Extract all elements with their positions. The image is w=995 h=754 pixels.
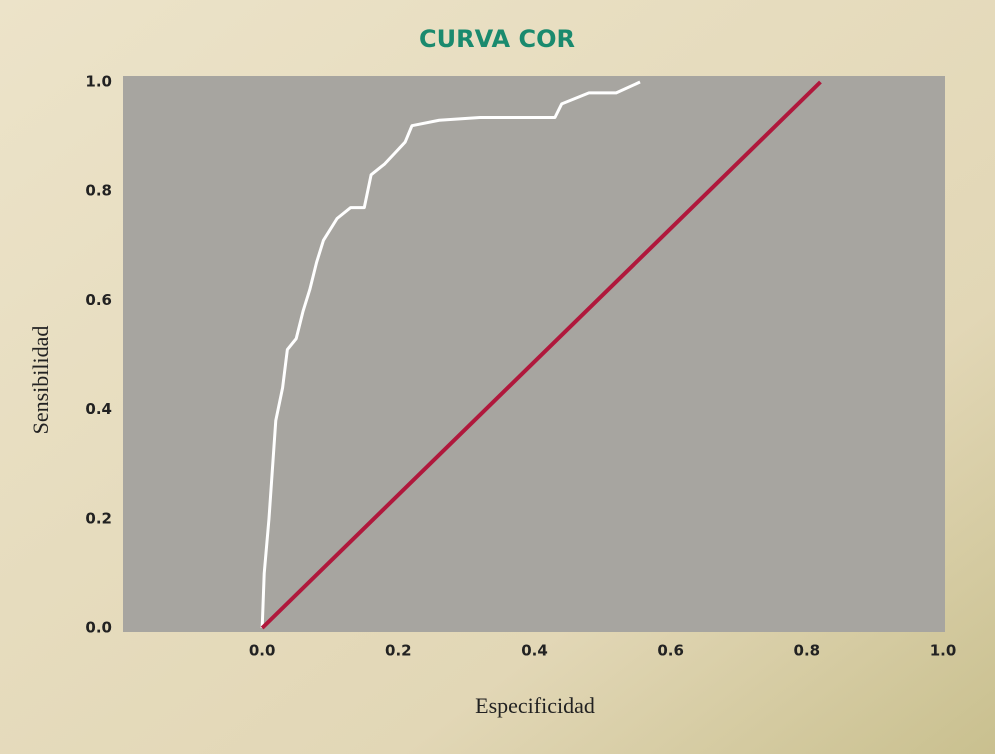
y-tick-label: 0.2 — [85, 509, 112, 527]
x-axis-label: Especificidad — [475, 693, 595, 718]
y-tick-label: 1.0 — [85, 73, 112, 91]
y-axis-label: Sensibilidad — [28, 326, 53, 435]
chart: CURVA COR Especificidad Sensibilidad 0.0… — [0, 0, 995, 754]
chart-title: CURVA COR — [419, 25, 575, 53]
y-tick-label: 0.0 — [85, 619, 112, 637]
y-tick-label: 0.4 — [85, 400, 112, 418]
x-tick-label: 0.6 — [657, 642, 684, 660]
x-tick-label: 0.2 — [385, 642, 412, 660]
x-tick-label: 0.0 — [249, 642, 276, 660]
x-tick-label: 0.4 — [521, 642, 548, 660]
x-tick-label: 0.8 — [794, 642, 821, 660]
y-tick-label: 0.8 — [85, 182, 112, 200]
x-tick-label: 1.0 — [930, 642, 957, 660]
plot-area — [123, 76, 945, 632]
y-tick-label: 0.6 — [85, 291, 112, 309]
